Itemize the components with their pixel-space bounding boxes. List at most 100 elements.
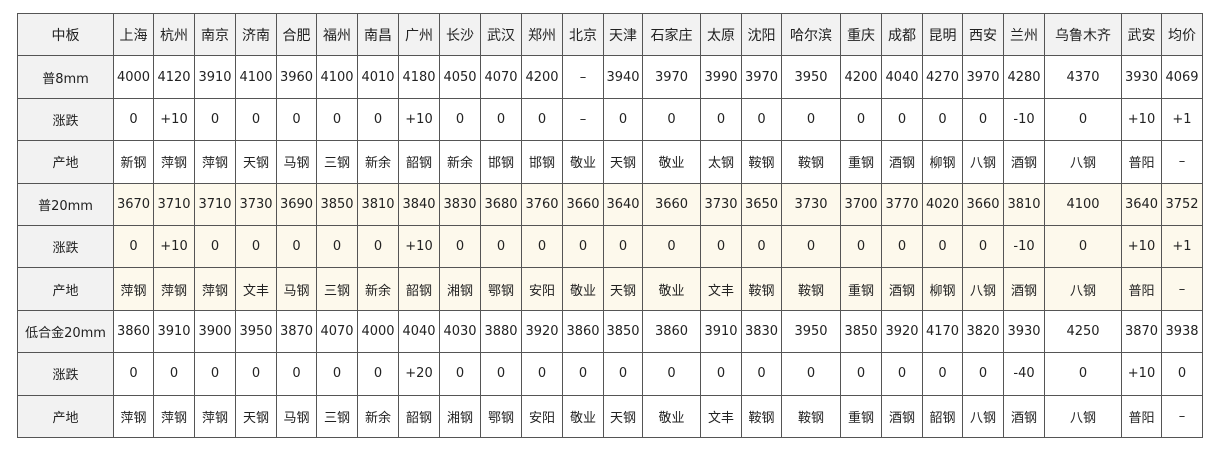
- table-cell: 鞍钢: [781, 140, 841, 184]
- table-cell: 0: [840, 352, 882, 396]
- table-cell: 八钢: [1044, 267, 1122, 311]
- table-cell: +1: [1161, 97, 1203, 142]
- table-cell: 鞍钢: [741, 394, 782, 438]
- table-cell: 3970: [962, 55, 1004, 99]
- table-cell: 鞍钢: [741, 267, 782, 311]
- table-cell: 3870: [276, 309, 317, 354]
- table-cell: 3950: [781, 309, 841, 354]
- table-row: 产地 萍钢 萍钢 萍钢 天钢 马钢 三钢 新余 韶钢 湘钢 鄂钢 安阳 敬业 天钢 敬业 文丰 鞍钢 鞍钢 重钢 酒钢…: [17, 394, 1203, 438]
- table-cell: 0: [781, 352, 841, 396]
- table-cell: 韶钢: [398, 394, 440, 438]
- table-cell: 3950: [235, 309, 277, 354]
- table-cell: 八钢: [1044, 394, 1122, 438]
- table-cell: 0: [439, 97, 481, 142]
- table-cell: 3710: [153, 182, 195, 226]
- table-cell: 0: [562, 224, 604, 269]
- table-row: 普20mm 3670 3710 3710 3730 3690 3850 3810 3840 383…: [17, 182, 1203, 226]
- table-cell: 4100: [1044, 182, 1122, 226]
- table-cell: 4050: [439, 55, 481, 99]
- table-cell: 3940: [603, 55, 643, 99]
- table-cell: 4280: [1003, 55, 1045, 99]
- table-cell: 太钢: [700, 140, 742, 184]
- table-cell: 3910: [700, 309, 742, 354]
- table-cell: 普阳: [1121, 140, 1162, 184]
- table-row: 涨跌 0 +10 0 0 0 0 0 +10 0 0 0–0 0 0 0 0 0 0 0 0 -10 0 +10 +1: [17, 97, 1203, 142]
- table-cell: 3752: [1161, 182, 1203, 226]
- table-cell: -40: [1003, 352, 1045, 396]
- table-cell: 3850: [840, 309, 882, 354]
- table-cell: 0: [235, 352, 277, 396]
- table-cell: 4100: [235, 55, 277, 99]
- table-cell: 文丰: [700, 394, 742, 438]
- table-cell: 3970: [642, 55, 701, 99]
- table-cell: 酒钢: [881, 394, 923, 438]
- table-cell: 3930: [1003, 309, 1045, 354]
- table-cell: 敬业: [642, 394, 701, 438]
- table-cell: 文丰: [235, 267, 277, 311]
- row-label: 涨跌: [17, 352, 114, 396]
- table-cell: +20: [398, 352, 440, 396]
- table-cell: 4200: [840, 55, 882, 99]
- table-cell: 3830: [741, 309, 782, 354]
- table-cell: 4000: [357, 309, 399, 354]
- table-cell: 0: [113, 224, 154, 269]
- table-cell: 三钢: [316, 394, 358, 438]
- table-cell: 天钢: [235, 394, 277, 438]
- table-cell: 0: [439, 352, 481, 396]
- table-cell: 鄂钢: [480, 394, 522, 438]
- table-cell: 安阳: [521, 394, 563, 438]
- table-cell: 0: [194, 224, 236, 269]
- table-cell: 0: [781, 224, 841, 269]
- table-cell: 0: [741, 224, 782, 269]
- table-cell: 0: [962, 224, 1004, 269]
- table-cell: 4250: [1044, 309, 1122, 354]
- table-cell: 鄂钢: [480, 267, 522, 311]
- table-cell: 0: [922, 224, 963, 269]
- table-cell: 酒钢: [881, 267, 923, 311]
- table-cell: 萍钢: [153, 140, 195, 184]
- table-cell: 敬业: [562, 394, 604, 438]
- table-cell: 普阳: [1121, 267, 1162, 311]
- table-cell: 0: [962, 352, 1004, 396]
- table-cell: 3860: [642, 309, 701, 354]
- column-header: 武安: [1121, 12, 1162, 57]
- table-cell: +10: [398, 224, 440, 269]
- table-cell: 0: [357, 352, 399, 396]
- table-cell: 0: [480, 97, 522, 142]
- table-cell: 3650: [741, 182, 782, 226]
- table-cell: 湘钢: [439, 267, 481, 311]
- table-cell: 鞍钢: [781, 394, 841, 438]
- table-cell: 八钢: [962, 140, 1004, 184]
- table-cell: 萍钢: [113, 394, 154, 438]
- row-label: 产地: [17, 140, 114, 184]
- table-cell: 3960: [276, 55, 317, 99]
- table-cell: 天钢: [603, 140, 643, 184]
- table-cell: 3870: [1121, 309, 1162, 354]
- table-cell: 3860: [113, 309, 154, 354]
- table-cell: 3840: [398, 182, 440, 226]
- table-row: 低合金20mm 3860 3910 3900 3950 3870 4070 4000 4040 4…: [17, 309, 1203, 354]
- table-cell: 4180: [398, 55, 440, 99]
- table-cell: 3660: [642, 182, 701, 226]
- table-cell: 3900: [194, 309, 236, 354]
- table-cell: 3670: [113, 182, 154, 226]
- table-cell: +10: [1121, 352, 1162, 396]
- table-cell: 0: [603, 97, 643, 142]
- table-row: 产地 新钢 萍钢 萍钢 天钢 马钢 三钢 新余 韶钢 新余 邯钢 邯钢 敬业 天钢 敬业 太钢 鞍钢 鞍钢 重钢 酒钢…: [17, 140, 1203, 184]
- column-header: 沈阳: [741, 12, 782, 57]
- column-header: 天津: [603, 12, 643, 57]
- table-cell: 韶钢: [922, 394, 963, 438]
- table-cell: 敬业: [562, 267, 604, 311]
- table-cell: 韶钢: [398, 140, 440, 184]
- table-cell: 天钢: [603, 394, 643, 438]
- table-cell: 韶钢: [398, 267, 440, 311]
- table-cell: 4020: [922, 182, 963, 226]
- column-header: 重庆: [840, 12, 882, 57]
- table-cell: 0: [603, 352, 643, 396]
- table-cell: 4120: [153, 55, 195, 99]
- table-cell: 0: [480, 224, 522, 269]
- table-cell: 0: [700, 224, 742, 269]
- table-cell: 3938: [1161, 309, 1203, 354]
- table-cell: 3640: [1121, 182, 1162, 226]
- table-cell: 酒钢: [1003, 140, 1045, 184]
